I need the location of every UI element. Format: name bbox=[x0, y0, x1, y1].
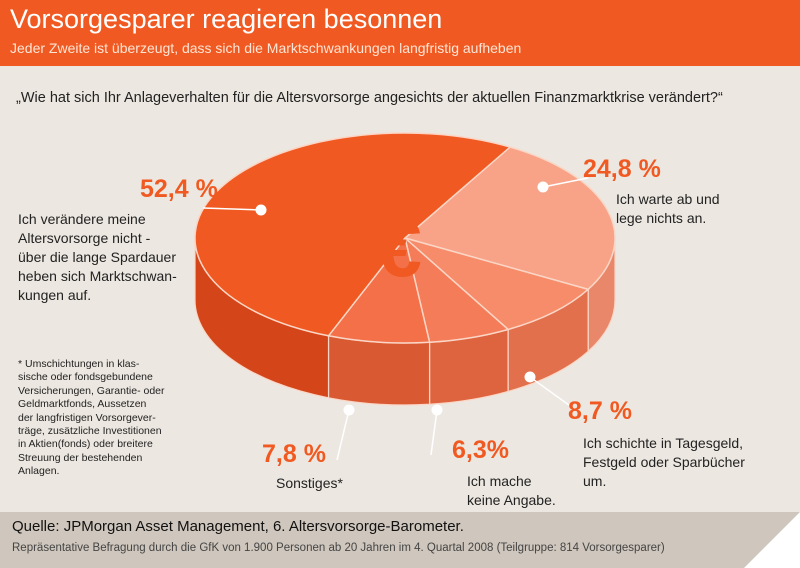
callout-dot-other bbox=[343, 404, 355, 416]
pct-label-no-change: 52,4 % bbox=[140, 175, 218, 203]
survey-question: „Wie hat sich Ihr Anlageverhalten für di… bbox=[16, 90, 723, 106]
callout-line-wait bbox=[542, 177, 589, 188]
page-title: Vorsorgesparer reagieren besonnen bbox=[10, 4, 443, 34]
source-detail: Repräsentative Befragung durch die GfK v… bbox=[12, 542, 665, 554]
pie-slice-no-change bbox=[194, 132, 512, 337]
footer-corner bbox=[744, 512, 800, 568]
desc-label-no-answer: Ich mache keine Angabe. bbox=[467, 473, 556, 508]
callout-dot-no-change bbox=[255, 204, 267, 216]
footer: Quelle: JPMorgan Asset Management, 6. Al… bbox=[0, 512, 800, 568]
desc-label-other: Sonstiges* bbox=[276, 475, 343, 491]
callout-dot-restructure bbox=[524, 371, 536, 383]
pct-label-no-answer: 6,3% bbox=[452, 436, 509, 464]
desc-label-wait: Ich warte ab und lege nichts an. bbox=[616, 191, 720, 226]
callout-dot-wait bbox=[537, 181, 549, 193]
pie-side-other bbox=[327, 335, 431, 406]
pct-label-wait: 24,8 % bbox=[583, 155, 661, 183]
source-line: Quelle: JPMorgan Asset Management, 6. Al… bbox=[12, 518, 464, 535]
footnote: * Umschichtungen in klas- sische oder fo… bbox=[18, 358, 165, 478]
header-banner: Vorsorgesparer reagieren besonnen Jeder … bbox=[0, 0, 800, 66]
callout-line-restructure bbox=[529, 376, 581, 414]
desc-label-no-change: Ich verändere meine Altersvorsorge nicht… bbox=[18, 211, 177, 303]
callout-line-no-answer bbox=[430, 409, 438, 456]
pie-slice-other bbox=[327, 236, 431, 344]
desc-label-restructure: Ich schichte in Tagesgeld, Festgeld oder… bbox=[583, 435, 745, 489]
callout-dot-no-answer bbox=[431, 404, 443, 416]
pct-label-other: 7,8 % bbox=[262, 440, 326, 468]
pie-slice-restructure bbox=[404, 237, 590, 331]
callout-line-other bbox=[336, 409, 350, 461]
callout-line-no-change bbox=[202, 207, 262, 211]
page-subtitle: Jeder Zweite ist überzeugt, dass sich di… bbox=[10, 40, 522, 56]
euro-icon: € bbox=[376, 203, 422, 294]
pct-label-restructure: 8,7 % bbox=[568, 397, 632, 425]
